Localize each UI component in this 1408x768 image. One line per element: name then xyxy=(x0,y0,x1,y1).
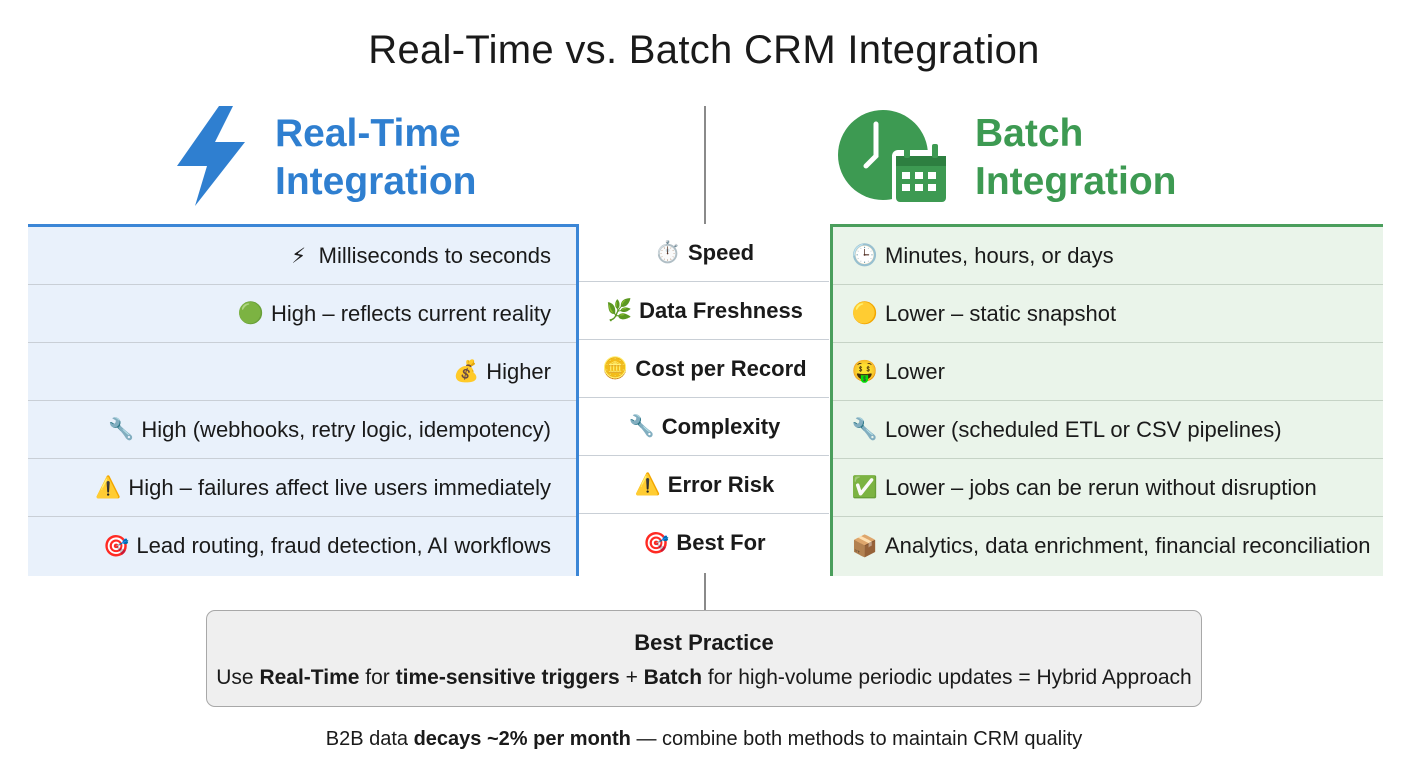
realtime-cell: High – reflects current reality xyxy=(271,300,551,326)
check-mark-icon: ✅ xyxy=(851,475,879,499)
batch-cell: Lower xyxy=(885,358,945,384)
stopwatch-icon: ⏱️ xyxy=(654,240,682,264)
realtime-cell: High (webhooks, retry logic, idempotency… xyxy=(141,416,551,442)
criteria-column: ⏱️ Speed 🌿 Data Freshness 🪙 Cost per Record… xyxy=(579,224,829,573)
best-practice-box: Best Practice Use Real-Time for time-sen… xyxy=(206,610,1202,707)
realtime-cell: Milliseconds to seconds xyxy=(318,242,551,268)
clock-icon: 🕒 xyxy=(851,243,879,267)
realtime-row: 💰 Higher xyxy=(28,343,576,401)
yellow-circle-icon: 🟡 xyxy=(851,301,879,325)
batch-heading: Batch Integration xyxy=(975,110,1177,206)
criterion-row: 🔧 Complexity xyxy=(579,398,829,456)
bp-text-3: for xyxy=(359,666,396,689)
realtime-cell: High – failures affect live users immedi… xyxy=(128,474,551,500)
leaf-icon: 🌿 xyxy=(605,298,633,322)
footer-note: B2B data decays ~2% per month — combine … xyxy=(0,728,1408,751)
batch-row: ✅ Lower – jobs can be rerun without disru… xyxy=(833,459,1383,517)
batch-row: 🕒 Minutes, hours, or days xyxy=(833,227,1383,285)
money-bag-icon: 💰 xyxy=(453,359,480,383)
batch-cell: Lower – static snapshot xyxy=(885,300,1117,326)
realtime-cell: Lead routing, fraud detection, AI workfl… xyxy=(136,533,551,558)
criterion-label: Complexity xyxy=(661,413,781,439)
bp-text-1: Use xyxy=(216,666,260,689)
realtime-heading-line1: Real-Time xyxy=(275,112,461,155)
batch-row: 🔧 Lower (scheduled ETL or CSV pipelines) xyxy=(833,401,1383,459)
criterion-label: Speed xyxy=(687,239,755,265)
criterion-row: 🌿 Data Freshness xyxy=(579,282,829,340)
bp-text-2: Real-Time xyxy=(259,666,360,689)
wrench-icon: 🔧 xyxy=(851,417,879,441)
realtime-heading-line2: Integration xyxy=(275,160,477,203)
warning-icon: ⚠️ xyxy=(95,475,122,499)
wrench-icon: 🔧 xyxy=(628,414,655,438)
center-divider-bottom xyxy=(704,573,706,610)
lightning-bolt-icon xyxy=(177,106,245,206)
package-icon: 📦 xyxy=(851,533,879,558)
warning-icon: ⚠️ xyxy=(634,472,661,496)
batch-cell: Analytics, data enrichment, financial re… xyxy=(885,533,1371,558)
criterion-label: Error Risk xyxy=(667,471,775,497)
bp-text-7: for high-volume periodic updates = Hybri… xyxy=(702,666,1192,689)
batch-row: 📦 Analytics, data enrichment, financial r… xyxy=(833,517,1383,575)
criterion-row: ⏱️ Speed xyxy=(579,224,829,282)
criterion-label: Cost per Record xyxy=(635,355,807,381)
batch-heading-line1: Batch xyxy=(975,112,1084,155)
footer-text-1: B2B data xyxy=(325,728,414,750)
page-title: Real-Time vs. Batch CRM Integration xyxy=(368,28,1040,72)
footer-text-3: — combine both methods to maintain CRM q… xyxy=(630,728,1083,750)
center-divider-top xyxy=(704,106,706,224)
bp-text-6: Batch xyxy=(643,666,703,689)
realtime-row: ⚠️ High – failures affect live users imme… xyxy=(28,459,576,517)
realtime-row: 🟢 High – reflects current reality xyxy=(28,285,576,343)
criterion-row: 🪙 Cost per Record xyxy=(579,340,829,398)
realtime-cell: Higher xyxy=(486,358,551,384)
footer-text-2: decays ~2% per month xyxy=(413,728,631,750)
batch-cell: Minutes, hours, or days xyxy=(885,242,1114,268)
criterion-row: ⚠️ Error Risk xyxy=(579,456,829,514)
realtime-row: ⚡ Milliseconds to seconds xyxy=(28,227,576,285)
bp-text-4: time-sensitive triggers xyxy=(395,666,620,689)
batch-cell: Lower (scheduled ETL or CSV pipelines) xyxy=(885,416,1282,442)
batch-row: 🟡 Lower – static snapshot xyxy=(833,285,1383,343)
criterion-row: 🎯 Best For xyxy=(579,514,829,572)
wrench-icon: 🔧 xyxy=(108,417,135,441)
realtime-column: ⚡ Milliseconds to seconds 🟢 High – reflect… xyxy=(28,224,579,576)
lightning-icon: ⚡ xyxy=(291,243,307,268)
target-icon: 🎯 xyxy=(643,530,670,555)
batch-column: 🕒 Minutes, hours, or days 🟡 Lower – static… xyxy=(830,224,1383,576)
batch-cell: Lower – jobs can be rerun without disrup… xyxy=(885,474,1317,500)
realtime-heading: Real-Time Integration xyxy=(275,110,477,206)
criterion-label: Best For xyxy=(676,530,766,555)
batch-row: 🤑 Lower xyxy=(833,343,1383,401)
batch-heading-line2: Integration xyxy=(975,160,1177,203)
criterion-label: Data Freshness xyxy=(639,297,803,323)
green-circle-icon: 🟢 xyxy=(237,301,265,325)
realtime-row: 🎯 Lead routing, fraud detection, AI workf… xyxy=(28,517,576,575)
target-icon: 🎯 xyxy=(103,533,130,558)
money-face-icon: 🤑 xyxy=(851,359,879,383)
bp-text-5: + xyxy=(619,666,644,689)
realtime-row: 🔧 High (webhooks, retry logic, idempotenc… xyxy=(28,401,576,459)
clock-calendar-icon xyxy=(838,110,950,206)
best-practice-title: Best Practice xyxy=(634,630,774,655)
best-practice-text: Use Real-Time for time-sensitive trigger… xyxy=(207,666,1201,690)
coins-icon: 🪙 xyxy=(602,356,629,380)
